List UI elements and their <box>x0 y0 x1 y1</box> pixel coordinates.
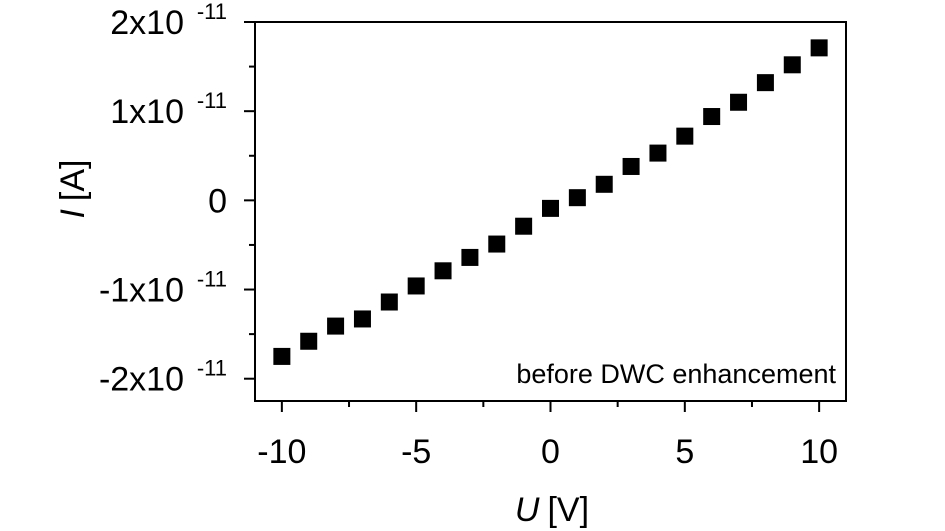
x-tick-label: -5 <box>401 433 431 471</box>
y-tick-label: -2x10 <box>99 361 184 399</box>
data-point <box>515 217 533 235</box>
x-axis-unit: [V] <box>547 491 589 529</box>
data-point <box>273 347 291 365</box>
data-point <box>756 74 774 92</box>
x-tick-label: 10 <box>800 433 838 471</box>
data-point <box>327 317 345 335</box>
data-point <box>407 277 425 295</box>
y-tick-labels: -11 -2x10 -11 -1x10 0 -11 1x10 -11 2x10 <box>99 0 227 399</box>
x-tick-label: -10 <box>257 433 306 471</box>
data-point <box>730 93 748 111</box>
data-point <box>649 144 667 162</box>
data-point <box>434 262 452 280</box>
data-point <box>783 56 801 74</box>
data-point <box>568 189 586 207</box>
data-point <box>703 108 721 126</box>
data-point <box>353 310 371 328</box>
x-axis-symbol: U <box>515 491 540 529</box>
annotation: before DWC enhancement <box>516 359 836 389</box>
y-axis-title: I [A] <box>54 159 92 218</box>
x-tick-labels: -10 -5 0 5 10 <box>257 433 838 471</box>
data-point <box>542 199 559 217</box>
x-axis-title: U [V] <box>515 491 589 529</box>
y-tick-label: 1x10 <box>110 93 184 131</box>
y-axis-symbol: I <box>54 209 92 219</box>
data-point <box>461 248 479 266</box>
y-tick-exponent: -11 <box>197 356 227 381</box>
data-point <box>676 127 694 145</box>
data-point <box>622 157 640 175</box>
data-points <box>273 39 828 365</box>
x-tick-label: 0 <box>541 433 560 471</box>
y-tick-exponent: -11 <box>197 88 227 113</box>
y-tick-label: 0 <box>208 182 227 220</box>
data-point <box>488 235 506 253</box>
y-tick-exponent: -11 <box>197 0 227 24</box>
y-tick-label: -1x10 <box>99 272 184 310</box>
y-tick-exponent: -11 <box>197 267 227 292</box>
y-tick-label: 2x10 <box>110 4 184 42</box>
ticks-layer <box>244 21 821 412</box>
data-point <box>300 332 318 350</box>
x-tick-label: 5 <box>675 433 694 471</box>
data-point <box>810 39 828 57</box>
data-point <box>595 175 613 193</box>
y-axis-unit: [A] <box>54 159 92 201</box>
data-point <box>380 293 398 311</box>
